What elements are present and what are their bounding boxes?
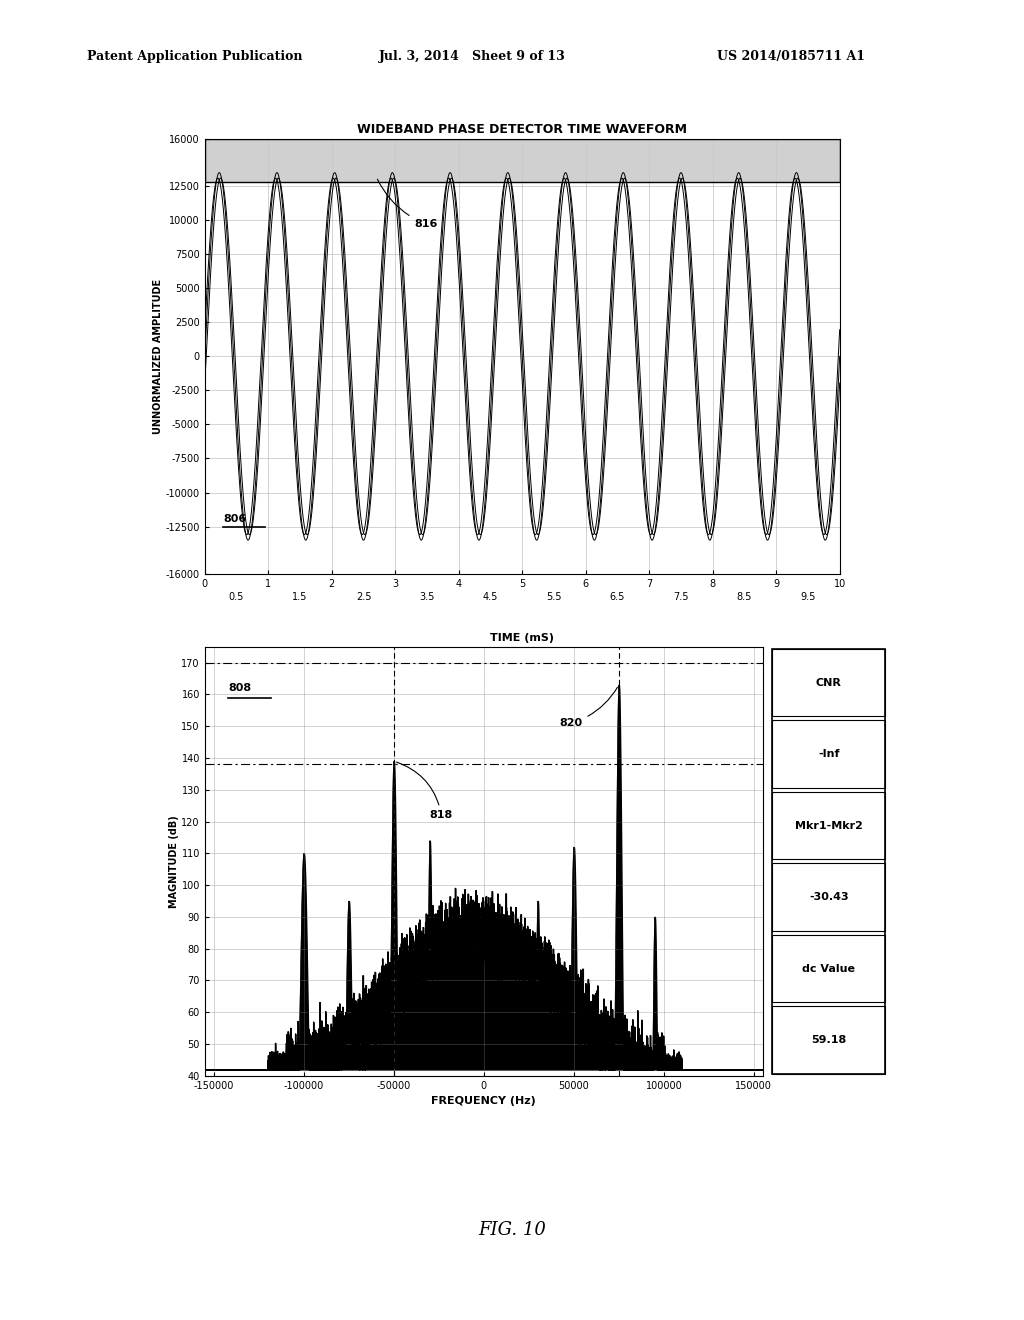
Text: Jul. 3, 2014   Sheet 9 of 13: Jul. 3, 2014 Sheet 9 of 13: [379, 50, 565, 63]
Text: -Inf: -Inf: [818, 748, 840, 759]
Bar: [772, 649, 886, 717]
Y-axis label: UNNORMALIZED AMPLITUDE: UNNORMALIZED AMPLITUDE: [153, 279, 163, 434]
Bar: [772, 863, 886, 931]
Title: WIDEBAND PHASE DETECTOR TIME WAVEFORM: WIDEBAND PHASE DETECTOR TIME WAVEFORM: [357, 123, 687, 136]
Text: CNR: CNR: [816, 677, 842, 688]
Text: 59.18: 59.18: [811, 1035, 847, 1045]
Text: Patent Application Publication: Patent Application Publication: [87, 50, 302, 63]
Text: dc Value: dc Value: [803, 964, 855, 974]
Y-axis label: MAGNITUDE (dB): MAGNITUDE (dB): [169, 814, 178, 908]
X-axis label: FREQUENCY (Hz): FREQUENCY (Hz): [431, 1096, 537, 1106]
Text: 816: 816: [378, 180, 437, 230]
Text: Mkr1-Mkr2: Mkr1-Mkr2: [795, 821, 863, 830]
Text: 806: 806: [224, 515, 247, 524]
Bar: [205, 139, 840, 182]
Text: -30.43: -30.43: [809, 892, 849, 902]
Bar: [772, 792, 886, 859]
Text: FIG. 10: FIG. 10: [478, 1221, 546, 1239]
X-axis label: TIME (mS): TIME (mS): [490, 632, 554, 643]
Text: US 2014/0185711 A1: US 2014/0185711 A1: [717, 50, 865, 63]
Text: 820: 820: [559, 688, 617, 729]
Text: 808: 808: [228, 684, 251, 693]
Bar: [772, 1006, 886, 1073]
Bar: [772, 721, 886, 788]
Bar: [772, 935, 886, 1002]
Bar: [205, 139, 840, 182]
Text: 818: 818: [396, 762, 453, 821]
